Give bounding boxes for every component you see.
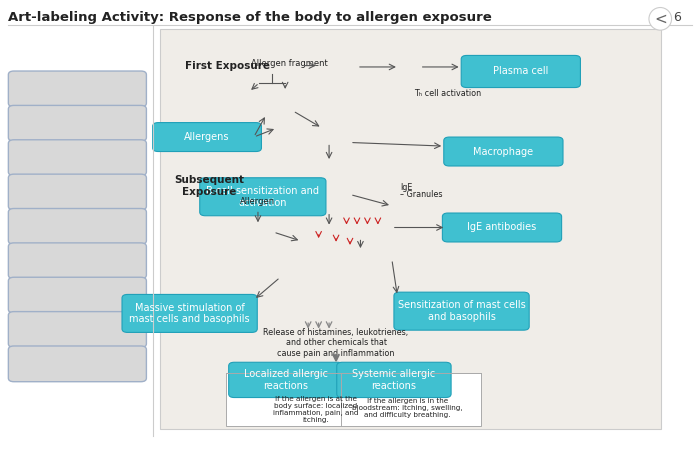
Text: Plasma cell: Plasma cell [493, 66, 549, 76]
FancyBboxPatch shape [8, 312, 146, 347]
Text: <: < [654, 11, 666, 26]
FancyBboxPatch shape [8, 71, 146, 107]
FancyBboxPatch shape [337, 362, 451, 398]
Text: 6: 6 [673, 11, 681, 24]
FancyBboxPatch shape [8, 208, 146, 244]
FancyBboxPatch shape [394, 292, 529, 330]
FancyBboxPatch shape [8, 277, 146, 313]
Text: IgE antibodies: IgE antibodies [468, 222, 537, 233]
Text: IgE: IgE [400, 183, 412, 192]
FancyBboxPatch shape [461, 56, 580, 87]
FancyBboxPatch shape [444, 137, 563, 166]
FancyBboxPatch shape [8, 346, 146, 382]
FancyBboxPatch shape [226, 373, 481, 426]
FancyBboxPatch shape [8, 106, 146, 141]
FancyBboxPatch shape [199, 178, 326, 216]
FancyBboxPatch shape [8, 140, 146, 176]
Text: Release of histamines, leukotrienes,
and other chemicals that
cause pain and inf: Release of histamines, leukotrienes, and… [263, 328, 409, 358]
Text: Subsequent
Exposure: Subsequent Exposure [174, 175, 244, 197]
Text: Allergens: Allergens [184, 132, 230, 142]
FancyBboxPatch shape [122, 294, 258, 333]
FancyBboxPatch shape [229, 362, 343, 398]
Text: Sensitization of mast cells
and basophils: Sensitization of mast cells and basophil… [398, 300, 526, 322]
Text: B cell sensitization and
activation: B cell sensitization and activation [206, 186, 319, 207]
Text: If the allergen is in the
bloodstream: itching, swelling,
and difficulty breathi: If the allergen is in the bloodstream: i… [352, 399, 463, 419]
Text: – Granules: – Granules [400, 191, 442, 199]
Text: Localized allergic
reactions: Localized allergic reactions [244, 369, 328, 391]
Text: Allergen: Allergen [240, 197, 276, 206]
Text: If the allergen is at the
body surface: localized
inflammation, pain, and
itchin: If the allergen is at the body surface: … [273, 396, 359, 423]
FancyBboxPatch shape [160, 29, 661, 429]
Text: Massive stimulation of
mast cells and basophils: Massive stimulation of mast cells and ba… [130, 303, 250, 324]
Text: Macrophage: Macrophage [473, 147, 533, 157]
FancyBboxPatch shape [8, 243, 146, 278]
Text: Art-labeling Activity: Response of the body to allergen exposure: Art-labeling Activity: Response of the b… [8, 11, 492, 24]
Text: Allergen fragment: Allergen fragment [251, 59, 328, 68]
Text: First Exposure: First Exposure [186, 61, 270, 71]
FancyBboxPatch shape [442, 213, 561, 242]
FancyBboxPatch shape [153, 122, 262, 152]
FancyBboxPatch shape [8, 174, 146, 210]
Text: Tₕ cell activation: Tₕ cell activation [414, 89, 482, 98]
Text: Systemic allergic
reactions: Systemic allergic reactions [352, 369, 435, 391]
